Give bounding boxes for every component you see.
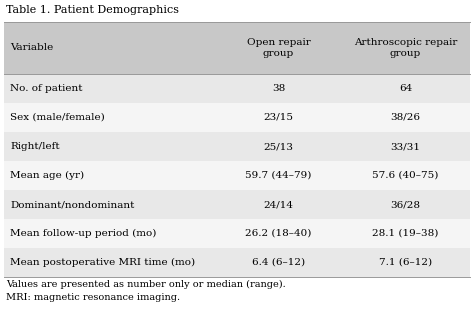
Bar [4,219,470,248]
Bar [4,74,470,103]
Text: Arthroscopic repair
group: Arthroscopic repair group [354,38,457,58]
Bar [4,161,470,190]
Text: 26.2 (18–40): 26.2 (18–40) [245,229,312,238]
Text: Mean follow-up period (mo): Mean follow-up period (mo) [10,229,156,238]
Text: Mean age (yr): Mean age (yr) [10,171,84,180]
Text: 33/31: 33/31 [391,142,420,151]
Text: Mean postoperative MRI time (mo): Mean postoperative MRI time (mo) [10,258,195,267]
Bar [4,190,470,219]
Text: Dominant/nondominant: Dominant/nondominant [10,200,134,209]
Text: 64: 64 [399,84,412,93]
Text: Variable: Variable [10,44,53,53]
Text: Open repair
group: Open repair group [246,38,310,58]
Bar [4,132,470,161]
Bar [4,22,470,74]
Text: No. of patient: No. of patient [10,84,82,93]
Text: 38/26: 38/26 [391,113,420,122]
Text: 38: 38 [272,84,285,93]
Text: 24/14: 24/14 [264,200,293,209]
Text: Sex (male/female): Sex (male/female) [10,113,105,122]
Text: MRI: magnetic resonance imaging.: MRI: magnetic resonance imaging. [6,293,180,302]
Text: 25/13: 25/13 [264,142,293,151]
Text: Table 1. Patient Demographics: Table 1. Patient Demographics [6,5,179,15]
Text: Right/left: Right/left [10,142,60,151]
Text: 7.1 (6–12): 7.1 (6–12) [379,258,432,267]
Text: 28.1 (19–38): 28.1 (19–38) [372,229,438,238]
Text: 59.7 (44–79): 59.7 (44–79) [245,171,312,180]
Text: 36/28: 36/28 [391,200,420,209]
Text: 6.4 (6–12): 6.4 (6–12) [252,258,305,267]
Text: 57.6 (40–75): 57.6 (40–75) [372,171,438,180]
Text: Values are presented as number only or median (range).: Values are presented as number only or m… [6,280,286,289]
Bar [4,248,470,277]
Text: 23/15: 23/15 [264,113,293,122]
Bar [4,103,470,132]
